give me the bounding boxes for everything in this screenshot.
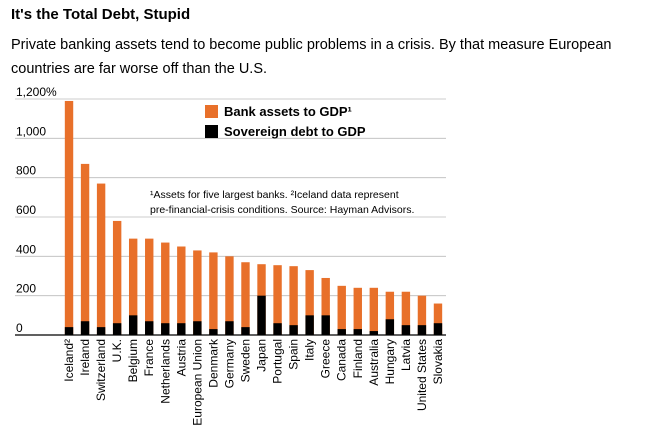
y-tick-label: 1,200%: [16, 85, 57, 99]
y-tick-label: 600: [16, 203, 36, 217]
bar-sovereign-debt: [289, 325, 298, 335]
bar-bank-assets: [161, 242, 170, 335]
footnote: ¹Assets for five largest banks. ²Iceland…: [150, 189, 414, 216]
subtitle: Private banking assets tend to become pu…: [11, 37, 612, 77]
x-tick-label: Portugal: [271, 339, 285, 384]
footnote-line: pre-financial-crisis conditions. Source:…: [150, 204, 414, 216]
bar-sovereign-debt: [96, 327, 106, 335]
bar-bank-assets: [177, 246, 186, 335]
x-tick-label: France: [142, 339, 156, 377]
x-tick-label: Switzerland: [94, 339, 108, 401]
bar-bank-assets: [353, 287, 362, 335]
bar-sovereign-debt: [273, 323, 282, 335]
bar-sovereign-debt: [353, 329, 362, 335]
bar-bank-assets: [193, 250, 202, 335]
bar-sovereign-debt: [209, 329, 218, 335]
bar-bank-assets: [273, 265, 282, 335]
bar-sovereign-debt: [385, 319, 395, 335]
bar-bank-assets: [80, 163, 90, 335]
x-tick-label: Netherlands: [158, 339, 172, 404]
legend-label: Sovereign debt to GDP: [224, 124, 366, 139]
y-tick-label: 0: [16, 321, 23, 335]
bar-sovereign-debt: [321, 315, 330, 335]
bar-bank-assets: [385, 291, 395, 335]
x-tick-label: Ireland: [78, 339, 92, 376]
bar-sovereign-debt: [257, 295, 266, 335]
y-tick-label: 800: [16, 164, 36, 178]
bar-bank-assets: [145, 238, 154, 335]
x-tick-label: Australia: [367, 339, 381, 386]
bar-bank-assets: [417, 295, 427, 335]
bar-bank-assets: [64, 100, 74, 335]
x-tick-label: Belgium: [126, 339, 140, 382]
bars: [64, 100, 443, 335]
bar-bank-assets: [305, 270, 314, 335]
bar-sovereign-debt: [225, 321, 234, 335]
y-tick-label: 1,000: [16, 124, 46, 138]
bar-bank-assets: [337, 285, 346, 335]
footnote-line: ¹Assets for five largest banks. ²Iceland…: [150, 189, 399, 201]
bar-sovereign-debt: [64, 327, 74, 335]
bar-sovereign-debt: [112, 323, 122, 335]
bar-bank-assets: [128, 238, 138, 335]
legend-swatch: [205, 125, 218, 138]
legend-label: Bank assets to GDP¹: [224, 104, 352, 119]
bar-sovereign-debt: [401, 325, 411, 335]
x-tick-label: Italy: [303, 339, 317, 361]
x-tick-label: Denmark: [206, 338, 220, 388]
x-tick-label: European Union: [190, 339, 204, 426]
x-tick-label: United States: [415, 339, 429, 411]
bar-sovereign-debt: [128, 315, 138, 335]
bar-bank-assets: [369, 287, 379, 335]
x-tick-label: Slovakia: [431, 339, 445, 385]
bar-sovereign-debt: [305, 315, 314, 335]
bar-sovereign-debt: [161, 323, 170, 335]
bar-sovereign-debt: [241, 327, 250, 335]
x-tick-label: Austria: [174, 339, 188, 377]
x-tick-label: Latvia: [399, 339, 413, 371]
bar-bank-assets: [289, 266, 298, 335]
x-tick-label: Iceland²: [62, 339, 76, 382]
bar-bank-assets: [241, 262, 250, 335]
bar-sovereign-debt: [80, 321, 90, 335]
bar-sovereign-debt: [433, 323, 443, 335]
headline: It's the Total Debt, Stupid: [11, 6, 191, 23]
x-tick-label: U.K.: [110, 339, 124, 362]
y-tick-label: 400: [16, 242, 36, 256]
x-tick-label: Spain: [287, 339, 301, 370]
x-tick-label: Japan: [255, 339, 269, 372]
x-tick-label: Sweden: [238, 339, 252, 382]
y-tick-label: 200: [16, 282, 36, 296]
bar-bank-assets: [96, 183, 106, 335]
bar-sovereign-debt: [193, 321, 202, 335]
bar-sovereign-debt: [369, 331, 379, 335]
x-tick-label: Canada: [335, 339, 349, 381]
x-tick-label: Greece: [319, 339, 333, 379]
bar-sovereign-debt: [417, 325, 427, 335]
bar-bank-assets: [112, 220, 122, 335]
bar-sovereign-debt: [177, 323, 186, 335]
bar-bank-assets: [225, 256, 234, 335]
x-tick-label: Hungary: [383, 339, 397, 384]
x-tick-label: Germany: [222, 339, 236, 388]
bar-bank-assets: [433, 303, 443, 335]
bar-bank-assets: [209, 252, 218, 335]
bar-bank-assets: [401, 291, 411, 335]
x-tick-label: Finland: [351, 339, 365, 378]
bar-bank-assets: [321, 277, 330, 335]
bar-sovereign-debt: [337, 329, 346, 335]
bar-sovereign-debt: [145, 321, 154, 335]
legend-swatch: [205, 105, 218, 118]
legend: Bank assets to GDP¹ Sovereign debt to GDP: [205, 104, 366, 139]
